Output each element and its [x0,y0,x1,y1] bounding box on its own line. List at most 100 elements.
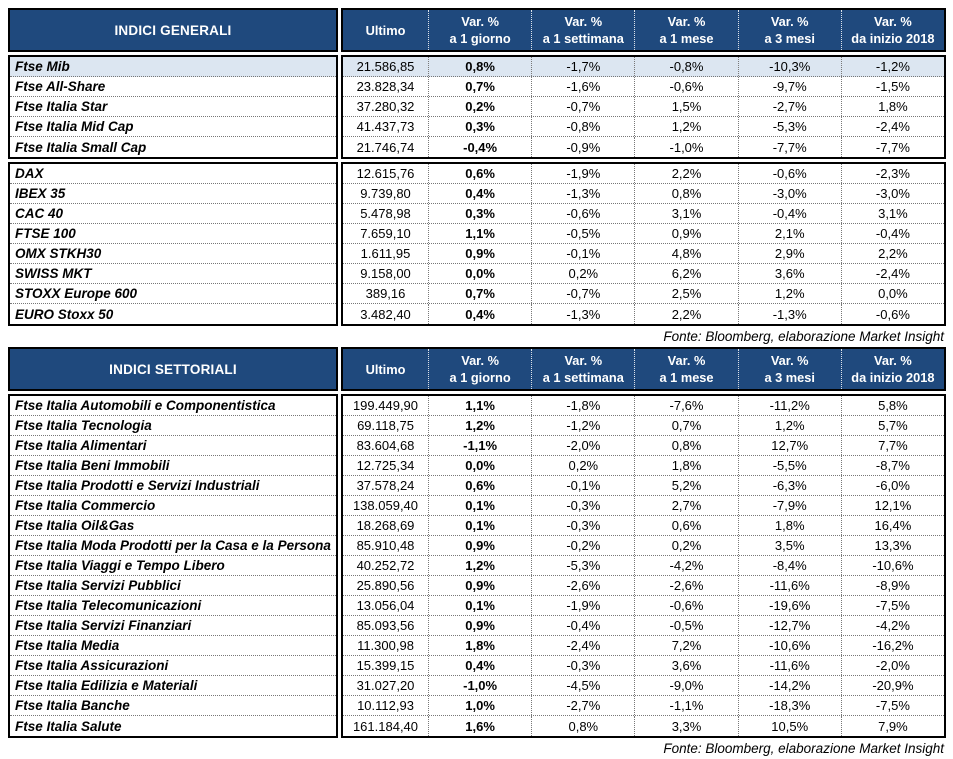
index-name: Ftse Italia Telecomunicazioni [15,598,202,613]
cell-var-3mesi: 12,7% [737,436,841,455]
index-name-row: OMX STKH30 [10,244,336,264]
cell-var-1settimana: -0,9% [531,137,634,157]
cell-var-1giorno: 0,9% [428,244,531,263]
table-row: 37.578,24 0,6% -0,1% 5,2% -6,3% -6,0% [343,476,944,496]
cell-var-3mesi: -6,3% [737,476,841,495]
index-name-row: Ftse Mib [10,57,336,77]
table-row: 23.828,34 0,7% -1,6% -0,6% -9,7% -1,5% [343,77,944,97]
cell-var-1mese: -4,2% [634,556,737,575]
cell-var-1mese: -0,8% [634,57,737,76]
index-name-column: Ftse Mib Ftse All-Share Ftse Italia Star… [8,55,338,159]
cell-var-1mese: 5,2% [634,476,737,495]
table-row: 21.586,85 0,8% -1,7% -0,8% -10,3% -1,2% [343,57,944,77]
index-name: Ftse Italia Assicurazioni [15,658,169,673]
header-line-2: a 1 settimana [542,370,624,385]
index-name-row: Ftse Italia Beni Immobili [10,456,336,476]
index-name-row: Ftse Italia Media [10,636,336,656]
cell-var-inizio2018: 13,3% [840,536,944,555]
column-header-ultimo: Ultimo [365,361,406,377]
index-name: Ftse Italia Small Cap [15,139,147,155]
cell-var-inizio2018: 12,1% [840,496,944,515]
table-row: 5.478,98 0,3% -0,6% 3,1% -0,4% 3,1% [343,204,944,224]
table-row: 3.482,40 0,4% -1,3% 2,2% -1,3% -0,6% [343,304,944,324]
index-name: Ftse Mib [15,59,70,74]
cell-ultimo: 138.059,40 [352,498,419,513]
cell-var-1mese: 1,8% [634,456,737,475]
index-name: Ftse Italia Commercio [15,498,156,513]
column-headers: Ultimo Var. % a 1 giorno Var. % a 1 sett… [341,347,946,391]
index-name: Ftse Italia Tecnologia [15,418,152,433]
cell-var-inizio2018: 16,4% [840,516,944,535]
source-note: Fonte: Bloomberg, elaborazione Market In… [663,329,944,344]
cell-var-1mese: 3,1% [634,204,737,223]
cell-ultimo: 21.746,74 [356,139,415,155]
cell-var-1giorno: 0,4% [428,656,531,675]
cell-var-1settimana: -5,3% [531,556,634,575]
cell-var-inizio2018: -4,2% [840,616,944,635]
cell-var-1giorno: 1,8% [428,636,531,655]
cell-var-1settimana: -0,8% [531,117,634,136]
index-name-row: EURO Stoxx 50 [10,304,336,324]
source-note: Fonte: Bloomberg, elaborazione Market In… [663,741,944,756]
cell-var-inizio2018: -0,4% [840,224,944,243]
indici-settoriali-section: INDICI SETTORIALI Ultimo Var. % a 1 gior… [8,347,946,759]
index-name-row: Ftse Italia Telecomunicazioni [10,596,336,616]
cell-var-inizio2018: -20,9% [840,676,944,695]
cell-var-1settimana: -0,7% [531,284,634,303]
cell-var-inizio2018: -7,5% [840,696,944,715]
index-name-row: Ftse Italia Alimentari [10,436,336,456]
cell-var-3mesi: 1,8% [737,516,841,535]
index-name-row: Ftse Italia Assicurazioni [10,656,336,676]
cell-ultimo: 199.449,90 [352,398,419,413]
cell-var-3mesi: -2,7% [737,97,841,116]
cell-var-1settimana: -0,6% [531,204,634,223]
cell-var-inizio2018: 1,8% [840,97,944,116]
cell-var-1settimana: -1,9% [531,596,634,615]
cell-var-3mesi: -18,3% [737,696,841,715]
cell-ultimo: 37.280,32 [356,99,415,114]
table-row: 199.449,90 1,1% -1,8% -7,6% -11,2% 5,8% [343,396,944,416]
cell-var-1settimana: 0,2% [531,456,634,475]
cell-ultimo: 3.482,40 [360,306,411,322]
cell-var-1settimana: -0,1% [531,244,634,263]
cell-var-inizio2018: -6,0% [840,476,944,495]
index-name: OMX STKH30 [15,246,102,261]
header-line-1: Var. % [770,14,809,29]
cell-var-inizio2018: -7,5% [840,596,944,615]
cell-var-1giorno: 0,6% [428,476,531,495]
table-title-indici-generali: INDICI GENERALI [8,8,338,52]
cell-var-1giorno: 0,0% [428,456,531,475]
table-row: 389,16 0,7% -0,7% 2,5% 1,2% 0,0% [343,284,944,304]
cell-ultimo: 10.112,93 [357,698,414,713]
cell-var-1giorno: 1,2% [428,416,531,435]
header-line-1: Var. % [874,353,912,368]
cell-var-1giorno: 0,7% [428,77,531,96]
index-name-row: Ftse Italia Star [10,97,336,117]
index-name-row: Ftse Italia Tecnologia [10,416,336,436]
cell-var-3mesi: 10,5% [737,716,841,736]
cell-var-1giorno: 1,6% [428,716,531,736]
column-header-var-1mese: Var. % a 1 mese [634,349,737,389]
table-row: 12.615,76 0,6% -1,9% 2,2% -0,6% -2,3% [343,164,944,184]
index-name: Ftse Italia Star [15,99,108,114]
column-header-var-1settimana: Var. % a 1 settimana [531,10,634,50]
cell-var-1settimana: -0,5% [531,224,634,243]
cell-ultimo: 23.828,34 [356,79,415,94]
cell-var-1mese: 2,7% [634,496,737,515]
cell-var-1mese: -1,1% [634,696,737,715]
header-line-2: a 1 mese [659,370,714,385]
index-name: Ftse Italia Viaggi e Tempo Libero [15,558,225,573]
index-name-row: CAC 40 [10,204,336,224]
cell-var-1giorno: 0,3% [428,117,531,136]
index-name: Ftse Italia Alimentari [15,438,147,453]
index-name-row: DAX [10,164,336,184]
cell-var-1settimana: -1,3% [531,304,634,324]
cell-var-1settimana: -0,1% [531,476,634,495]
cell-ultimo: 9.158,00 [360,266,411,281]
cell-var-inizio2018: 3,1% [840,204,944,223]
index-name: Ftse Italia Edilizia e Materiali [15,678,198,693]
column-header-var-3mesi: Var. % a 3 mesi [737,10,841,50]
header-line-1: Var. % [564,14,603,29]
values-column: 21.586,85 0,8% -1,7% -0,8% -10,3% -1,2% … [341,55,946,159]
